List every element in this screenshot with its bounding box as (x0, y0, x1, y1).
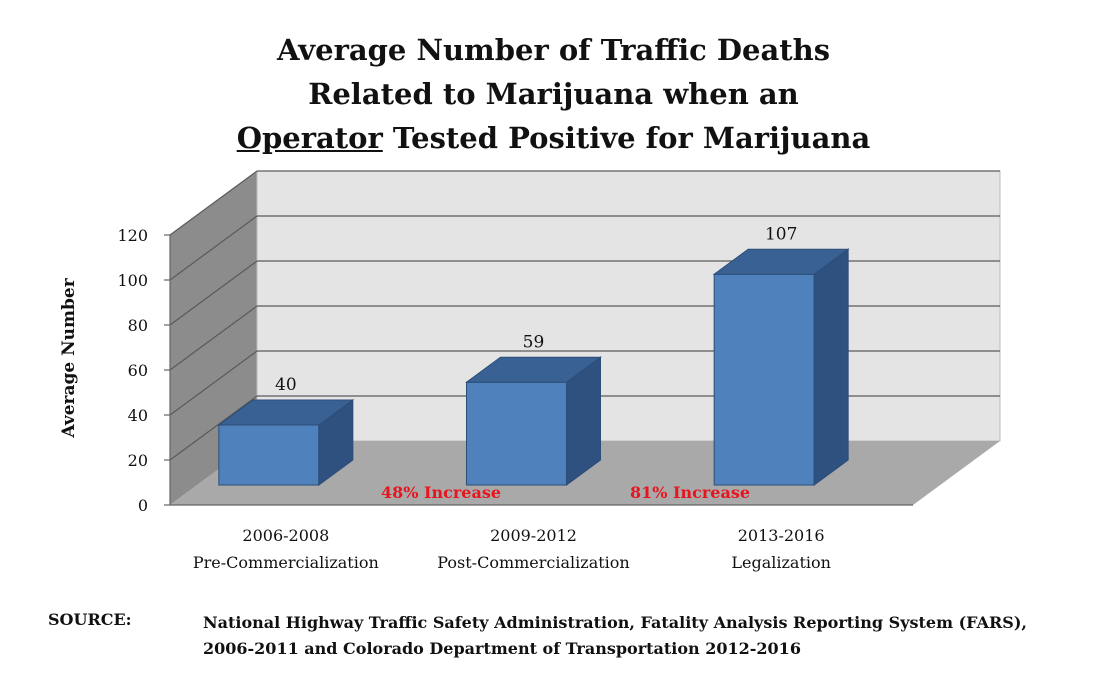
increase-annotation: 81% Increase (630, 483, 750, 502)
y-axis-label: Average Number (59, 277, 79, 438)
y-tick-label: 60 (128, 361, 148, 380)
title-line-3: Operator Tested Positive for Marijuana (0, 116, 1107, 160)
x-tick-label-phase: Pre-Commercialization (193, 553, 379, 572)
bar-front (713, 273, 815, 486)
axes: 0 20 40 60 80 100 120 2006-2008 Pre-Commercializ… (117, 226, 913, 572)
gridline-side (169, 350, 258, 416)
bar-top (217, 399, 355, 426)
y-tick-label: 20 (128, 451, 148, 470)
increase-annotation: 48% Increase (381, 483, 501, 502)
y-tick-label: 100 (117, 271, 148, 290)
title-line-2: Related to Marijuana when an (308, 77, 799, 111)
x-tick-label-phase: Legalization (731, 553, 831, 572)
gridline-side (169, 395, 258, 461)
gridline-side (169, 170, 258, 236)
x-tick-label-period: 2013-2016 (738, 526, 825, 545)
title-underlined-word: Operator (236, 121, 383, 155)
bar-top (464, 356, 603, 383)
y-tick-label: 80 (128, 316, 148, 335)
title-line-1: Average Number of Traffic Deaths (276, 33, 831, 67)
y-tick-label: 120 (117, 226, 148, 245)
source-text: National Highway Traffic Safety Administ… (203, 610, 1027, 662)
bar-side (813, 248, 849, 486)
source-line-1: National Highway Traffic Safety Administ… (203, 613, 1027, 632)
bar-front (218, 424, 320, 486)
x-tick-label-phase: Post-Commercialization (437, 553, 629, 572)
bar-value-label: 40 (275, 375, 297, 395)
source-label: SOURCE: (48, 610, 132, 629)
x-tick-label-period: 2009-2012 (490, 526, 577, 545)
bar-value-label: 59 (523, 332, 545, 352)
title-line-3-rest: Tested Positive for Marijuana (382, 121, 871, 155)
bar-chart-3d: 40 59 107 48% Increase 81% Increase 0 20 40 60 8… (59, 170, 1001, 572)
bars: 40 59 107 48% Increase 81% Increase (217, 224, 850, 502)
gridline-side (169, 260, 258, 326)
x-tick-label-period: 2006-2008 (242, 526, 329, 545)
source-line-2: 2006-2011 and Colorado Department of Tra… (203, 639, 801, 658)
gridline-side (169, 215, 258, 281)
bar-front (466, 381, 567, 486)
gridlines (169, 170, 1000, 461)
gridline-side (169, 305, 258, 371)
chart-title: Average Number of Traffic Deaths Related… (0, 28, 1107, 160)
bar-top (712, 248, 850, 275)
bar-value-label: 107 (765, 224, 797, 244)
y-tick-label: 40 (128, 406, 148, 425)
y-tick-label: 0 (138, 496, 148, 515)
